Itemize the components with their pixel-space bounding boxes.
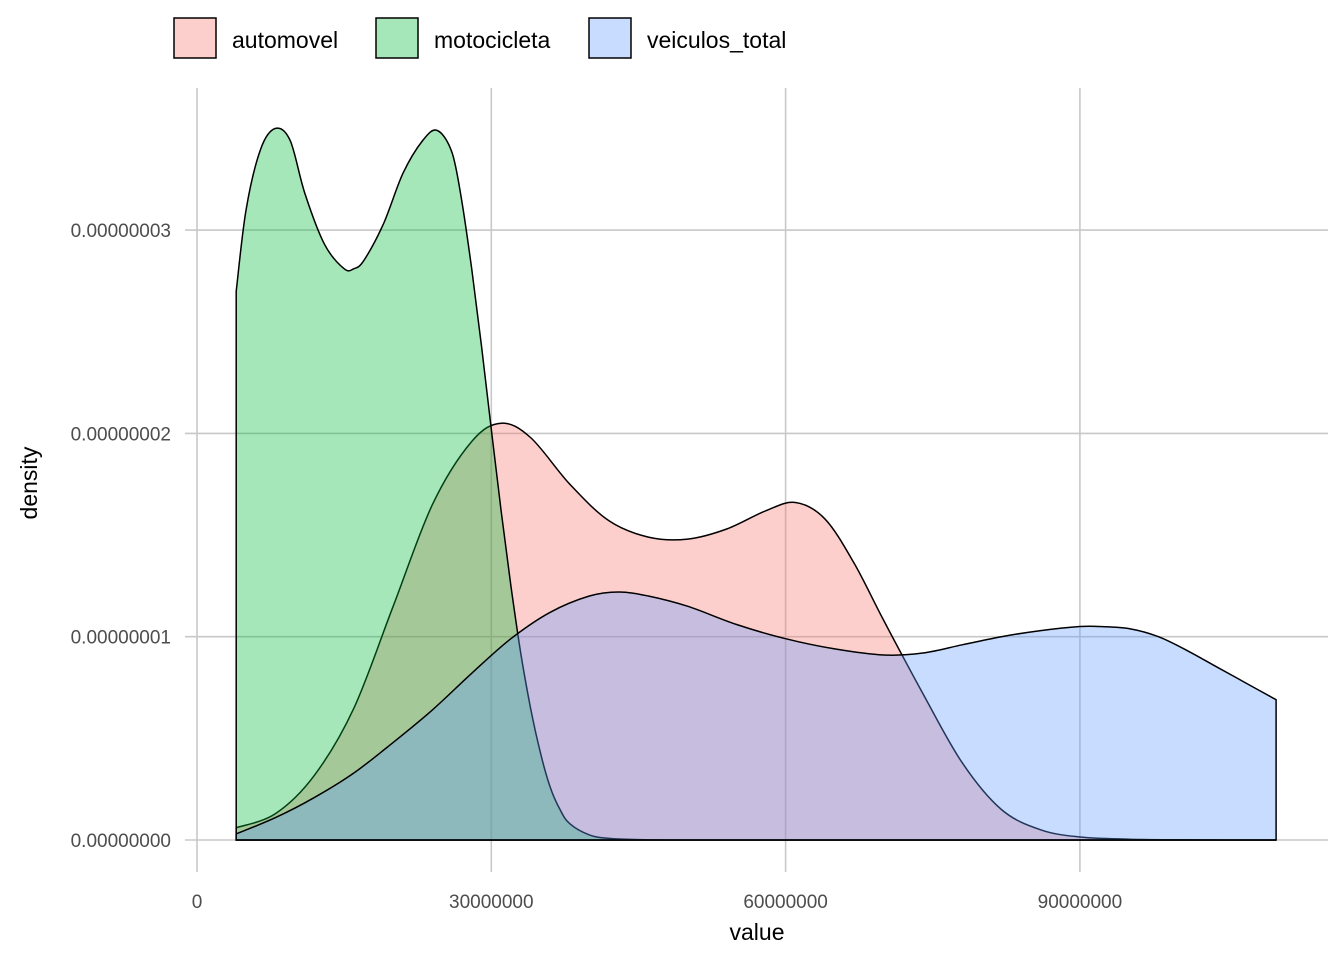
x-tick-label: 90000000 xyxy=(1038,892,1123,913)
y-tick-label: 0.00000002 xyxy=(71,424,171,445)
legend-label: motocicleta xyxy=(434,27,551,53)
y-axis-ticks: 0.00000000 0.00000001 0.00000002 0.00000003 xyxy=(71,221,171,852)
legend-item-automovel: automovel xyxy=(173,17,338,59)
legend-key xyxy=(588,17,632,59)
density-area-veiculos_total xyxy=(235,591,1277,841)
density-areas xyxy=(235,127,1277,841)
legend: automovel motocicleta veiculos_total xyxy=(173,17,786,59)
legend-label: automovel xyxy=(232,27,338,53)
x-axis-ticks: 0 30000000 60000000 90000000 xyxy=(192,892,1122,913)
x-tick-label: 60000000 xyxy=(743,892,828,913)
x-tick-label: 30000000 xyxy=(449,892,534,913)
density-area-automovel xyxy=(235,422,1277,841)
y-tick-label: 0.00000000 xyxy=(71,831,171,852)
y-axis-title: density xyxy=(16,446,42,519)
legend-key xyxy=(375,17,419,59)
legend-item-motocicleta: motocicleta xyxy=(375,17,551,59)
legend-key xyxy=(173,17,217,59)
legend-item-veiculos_total: veiculos_total xyxy=(588,17,786,59)
y-tick-label: 0.00000003 xyxy=(71,221,171,242)
legend-label: veiculos_total xyxy=(647,27,786,53)
x-tick-label: 0 xyxy=(192,892,203,913)
y-tick-label: 0.00000001 xyxy=(71,628,171,649)
x-axis-title: value xyxy=(730,919,785,945)
